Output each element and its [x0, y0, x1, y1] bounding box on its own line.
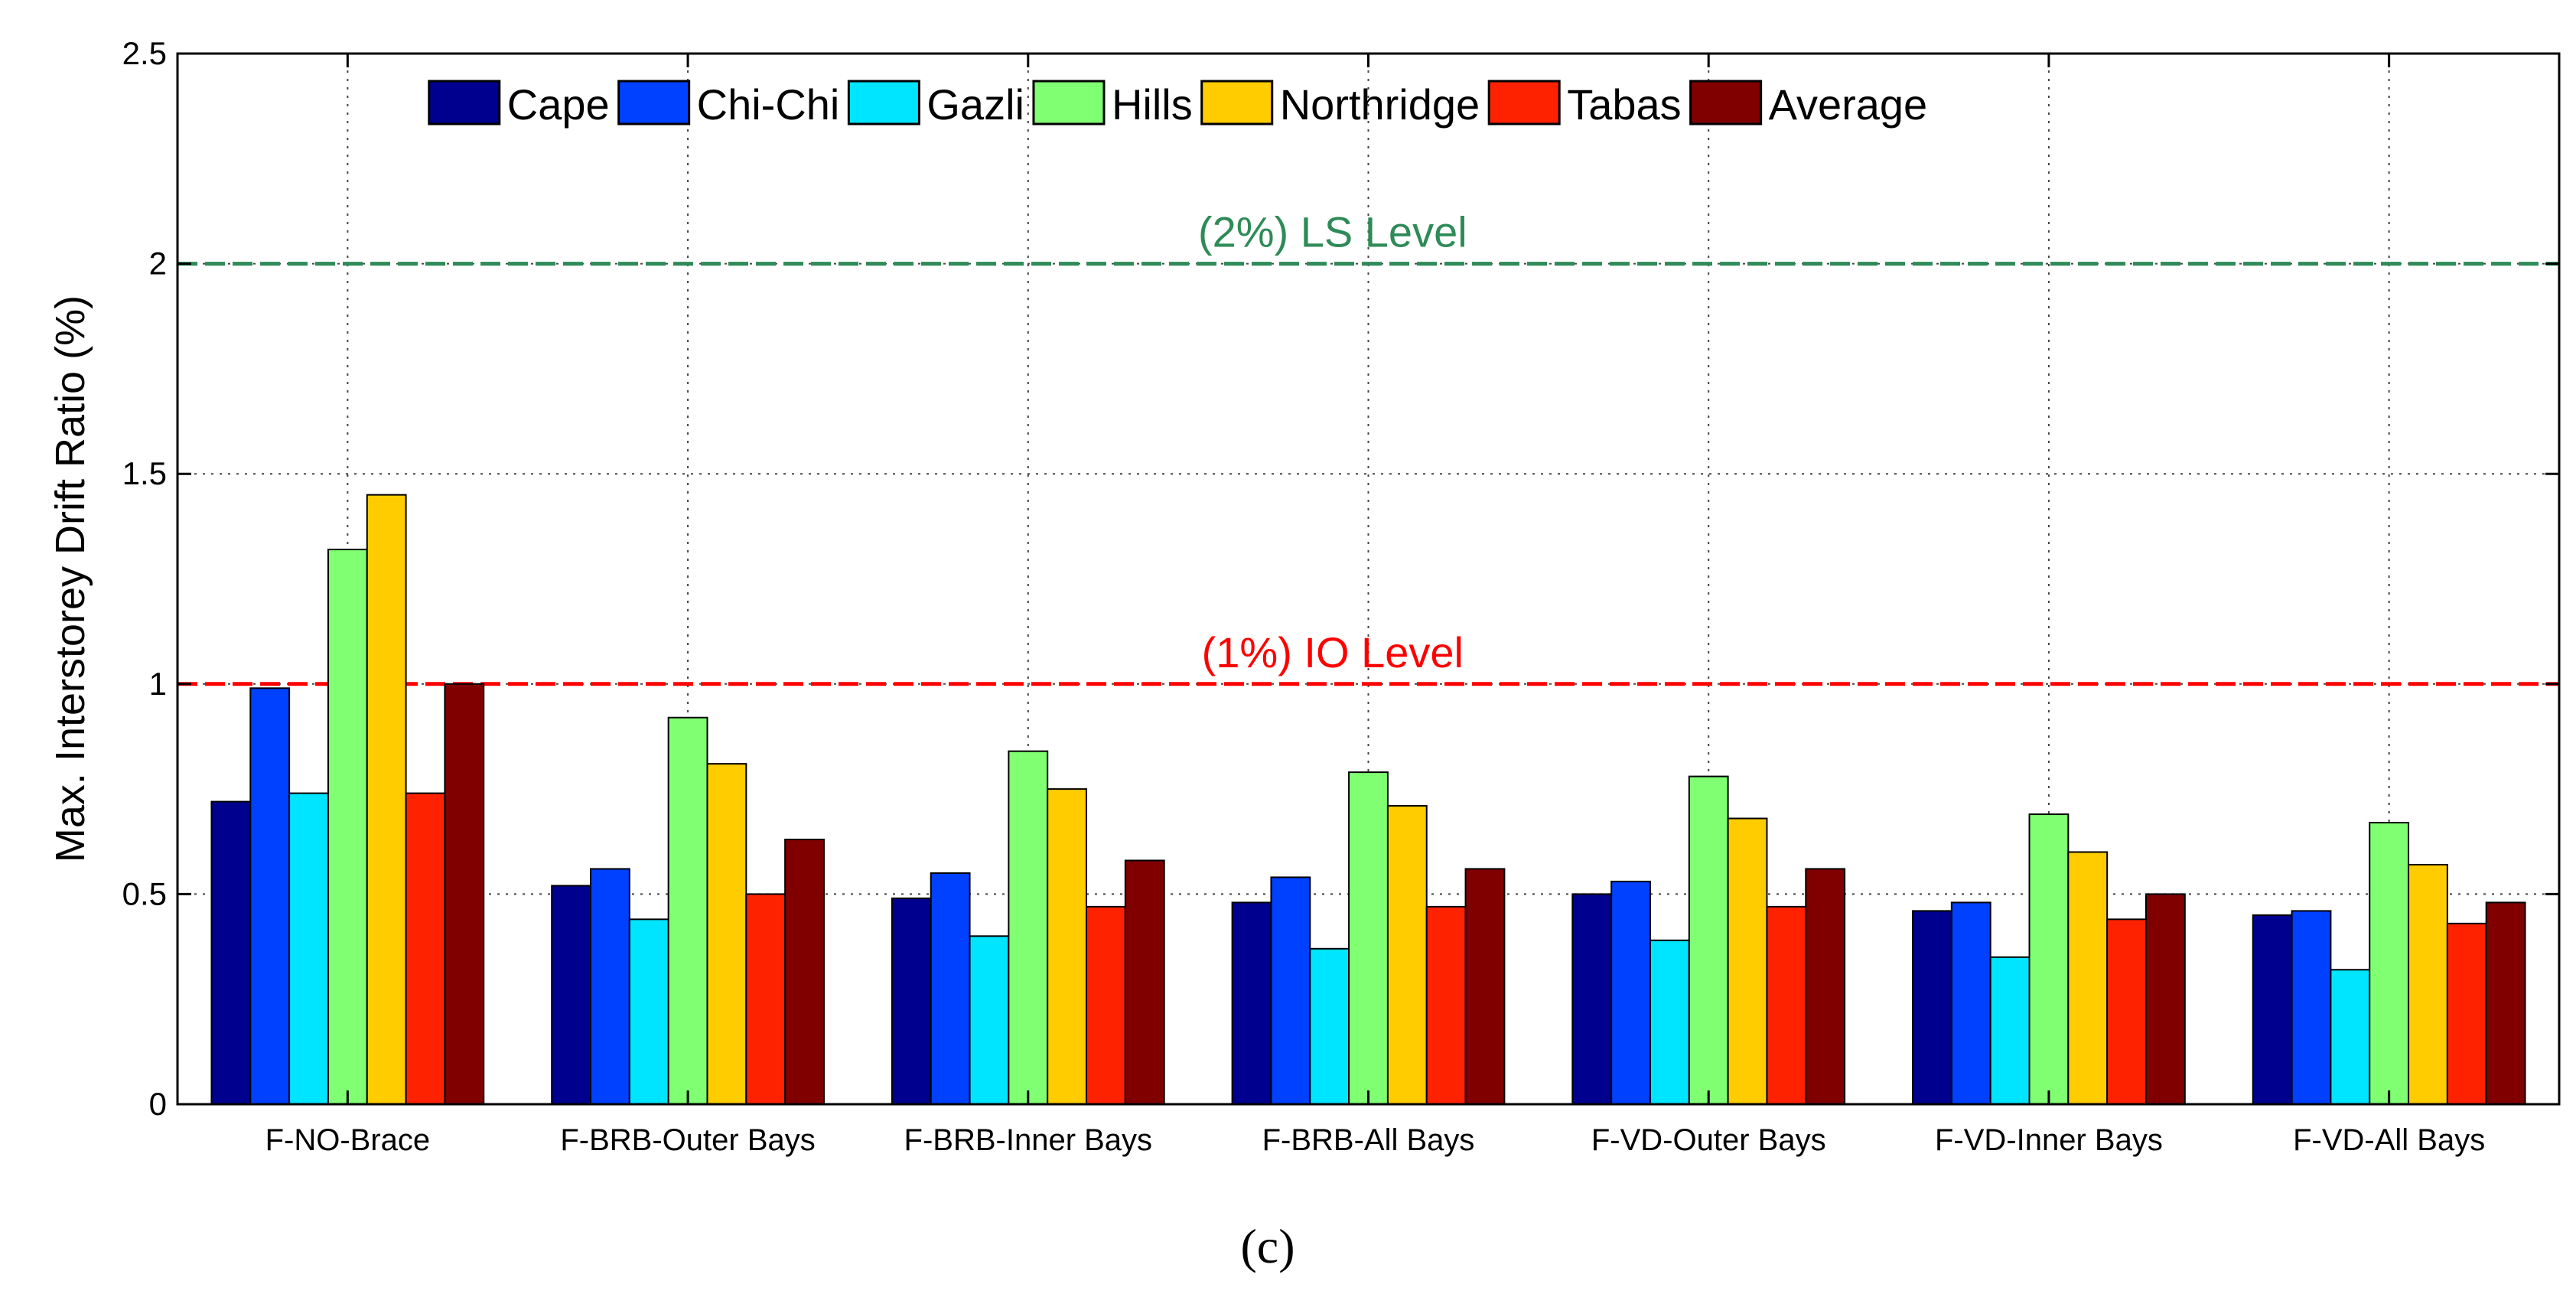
bar-average	[1805, 868, 1846, 1105]
axis-ticks: 0 0.5 1 1.5 2 2.5 F-NO-Brace F-BRB-Outer Bays F-…	[122, 35, 2559, 1157]
bar-average	[2485, 901, 2526, 1106]
bar-hills	[667, 716, 708, 1106]
legend-label-chi-chi: Chi-Chi	[697, 80, 840, 129]
bar-chi-chi	[1610, 880, 1651, 1105]
legend-label-average: Average	[1769, 80, 1928, 129]
bars	[210, 494, 2526, 1106]
x-category-label: F-BRB-All Bays	[1262, 1123, 1475, 1157]
bar-chi-chi	[1950, 901, 1991, 1106]
bar-tabas	[2106, 918, 2147, 1106]
bar-gazli	[1309, 947, 1350, 1106]
bar-chi-chi	[2291, 910, 2332, 1106]
bar-cape	[210, 800, 252, 1106]
legend: Cape Chi-Chi Gazli Hills Northridge Tabas Aver…	[428, 80, 1928, 129]
legend-swatch-cape	[428, 80, 501, 125]
x-category-label: F-BRB-Inner Bays	[904, 1123, 1153, 1157]
x-category-label: F-VD-All Bays	[2293, 1123, 2485, 1157]
bar-hills	[1688, 775, 1729, 1106]
y-tick-label: 0.5	[122, 875, 167, 911]
bar-gazli	[2330, 969, 2371, 1105]
bar-hills	[2028, 813, 2070, 1105]
bar-average	[784, 839, 825, 1106]
x-category-label: F-VD-Outer Bays	[1591, 1123, 1826, 1157]
bar-gazli	[628, 918, 669, 1106]
bar-average	[2144, 893, 2186, 1106]
bar-hills	[1008, 750, 1049, 1105]
bar-hills	[327, 549, 368, 1105]
reference-label-ls-level: (2%) LS Level	[1198, 208, 1467, 256]
bar-gazli	[969, 935, 1010, 1105]
bar-cape	[551, 885, 592, 1106]
bar-tabas	[405, 792, 446, 1106]
legend-swatch-northridge	[1200, 80, 1274, 125]
y-tick-label: 1.5	[122, 455, 167, 491]
legend-swatch-hills	[1032, 80, 1106, 125]
bar-northridge	[1386, 805, 1428, 1105]
y-tick-label: 2	[149, 246, 167, 282]
bar-northridge	[2408, 863, 2448, 1106]
bar-cape	[1571, 893, 1613, 1106]
y-tick-label: 1	[149, 666, 167, 702]
bar-chi-chi	[590, 868, 630, 1105]
y-tick-label: 0	[149, 1086, 167, 1122]
legend-label-northridge: Northridge	[1280, 80, 1480, 129]
legend-swatch-average	[1689, 80, 1763, 125]
bar-northridge	[366, 494, 407, 1105]
bar-hills	[1348, 771, 1389, 1106]
bar-gazli	[1989, 956, 2031, 1106]
bar-northridge	[1047, 788, 1088, 1105]
reference-lines: (2%) LS Level (1%) IO Level	[177, 208, 2559, 686]
bar-hills	[2369, 822, 2410, 1105]
y-axis-label: Max. Interstorey Drift Ratio (%)	[47, 295, 93, 862]
bar-average	[1124, 859, 1165, 1105]
figure-caption: (c)	[1240, 1219, 1295, 1273]
bar-tabas	[1425, 905, 1467, 1105]
bar-northridge	[2067, 851, 2109, 1105]
bar-gazli	[1649, 939, 1690, 1106]
legend-label-gazli: Gazli	[927, 80, 1024, 129]
y-tick-label: 2.5	[122, 35, 167, 71]
bar-gazli	[288, 792, 329, 1106]
legend-label-cape: Cape	[507, 80, 610, 129]
bar-cape	[2252, 914, 2293, 1105]
bar-average	[444, 683, 485, 1105]
reference-label-io-level: (1%) IO Level	[1202, 628, 1464, 676]
legend-swatch-tabas	[1487, 80, 1561, 125]
bar-tabas	[1766, 905, 1807, 1105]
bar-chi-chi	[930, 872, 971, 1105]
bar-tabas	[2446, 922, 2487, 1105]
bar-northridge	[1727, 817, 1768, 1105]
x-category-label: F-BRB-Outer Bays	[560, 1123, 815, 1157]
legend-swatch-gazli	[847, 80, 920, 125]
legend-swatch-chi-chi	[617, 80, 691, 125]
bar-tabas	[745, 893, 786, 1106]
bar-cape	[1912, 910, 1952, 1106]
x-category-label: F-VD-Inner Bays	[1935, 1123, 2163, 1157]
bar-tabas	[1086, 905, 1126, 1105]
bar-cape	[891, 897, 932, 1105]
bar-average	[1464, 868, 1506, 1105]
legend-label-hills: Hills	[1112, 80, 1193, 129]
legend-label-tabas: Tabas	[1567, 80, 1681, 129]
bar-chi-chi	[1270, 876, 1311, 1105]
x-category-label: F-NO-Brace	[265, 1123, 431, 1157]
bar-northridge	[706, 763, 747, 1105]
bar-chi-chi	[249, 687, 291, 1105]
bar-cape	[1231, 901, 1272, 1106]
